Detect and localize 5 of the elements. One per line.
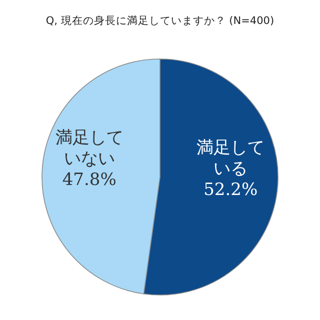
- data-label: 52.2%: [204, 180, 258, 200]
- chart-title: Q, 現在の身長に満足していますか？ (N=400): [46, 14, 274, 27]
- slice-label: 満足していない: [55, 128, 124, 170]
- slice-label: 満足している: [196, 138, 265, 179]
- data-label: 47.8%: [62, 170, 116, 190]
